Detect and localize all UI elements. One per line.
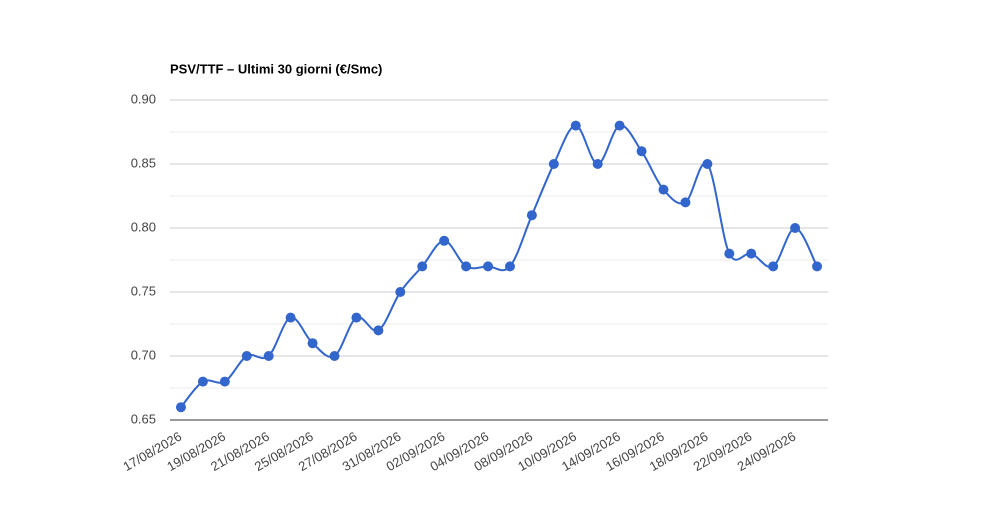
- point: [746, 248, 757, 259]
- point: [658, 184, 669, 195]
- point: [680, 197, 691, 208]
- y-tick-label: 0.75: [131, 283, 156, 298]
- chart-title: PSV/TTF – Ultimi 30 giorni (€/Smc): [170, 61, 382, 76]
- point: [175, 402, 186, 413]
- point: [417, 261, 428, 272]
- point: [526, 210, 537, 221]
- y-tick-label: 0.85: [131, 155, 156, 170]
- point: [483, 261, 494, 272]
- point: [461, 261, 472, 272]
- point: [636, 146, 647, 157]
- point: [439, 235, 450, 246]
- point: [285, 312, 296, 323]
- y-tick-label: 0.70: [131, 347, 156, 362]
- point: [702, 159, 713, 169]
- point: [219, 376, 230, 387]
- y-tick-label: 0.80: [131, 219, 156, 234]
- point: [241, 351, 252, 361]
- point: [351, 312, 362, 323]
- y-tick-label: 0.65: [131, 411, 156, 426]
- y-tick-label: 0.90: [131, 91, 156, 106]
- point: [724, 248, 735, 259]
- point: [395, 287, 406, 297]
- point: [197, 376, 208, 387]
- point: [812, 261, 823, 272]
- point: [548, 159, 559, 169]
- point: [307, 338, 318, 349]
- point: [614, 120, 625, 131]
- point: [263, 351, 274, 361]
- point: [592, 159, 603, 169]
- point: [373, 325, 384, 336]
- line: [180, 124, 818, 408]
- point: [329, 351, 340, 361]
- point: [504, 261, 515, 272]
- point: [790, 223, 801, 233]
- point: [768, 261, 779, 272]
- point: [570, 120, 581, 131]
